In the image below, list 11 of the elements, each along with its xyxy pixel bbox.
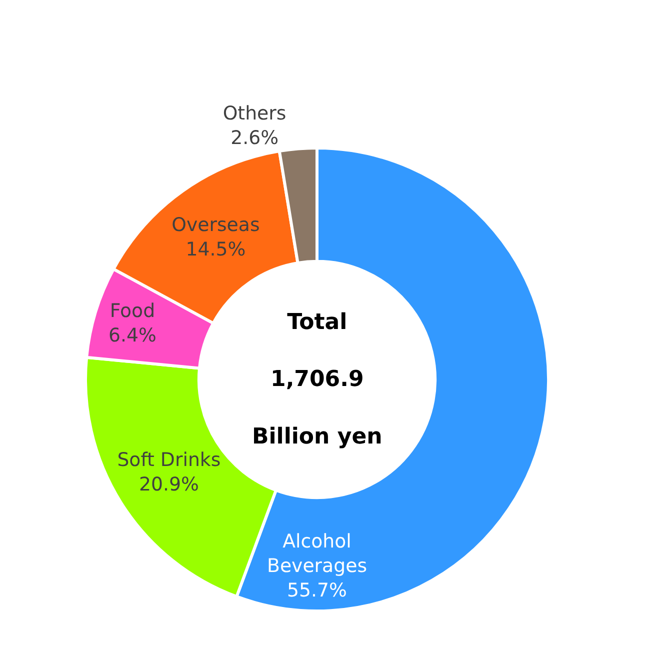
- slice-label: Soft Drinks: [117, 449, 221, 472]
- data-label: 20.9%: [138, 474, 199, 496]
- slice-label: Others: [222, 102, 286, 124]
- data-label: 6.4%: [108, 324, 156, 346]
- slice-label: Overseas: [172, 214, 260, 236]
- slice-label: Alcohol Beverages: [266, 530, 368, 577]
- text: Total 1,706.9 Billion yen: [252, 310, 382, 450]
- data-label: 2.6%: [230, 126, 278, 149]
- slice-label: Food: [110, 300, 156, 322]
- data-label: 14.5%: [186, 238, 246, 260]
- data-label: 55.7%: [287, 579, 347, 602]
